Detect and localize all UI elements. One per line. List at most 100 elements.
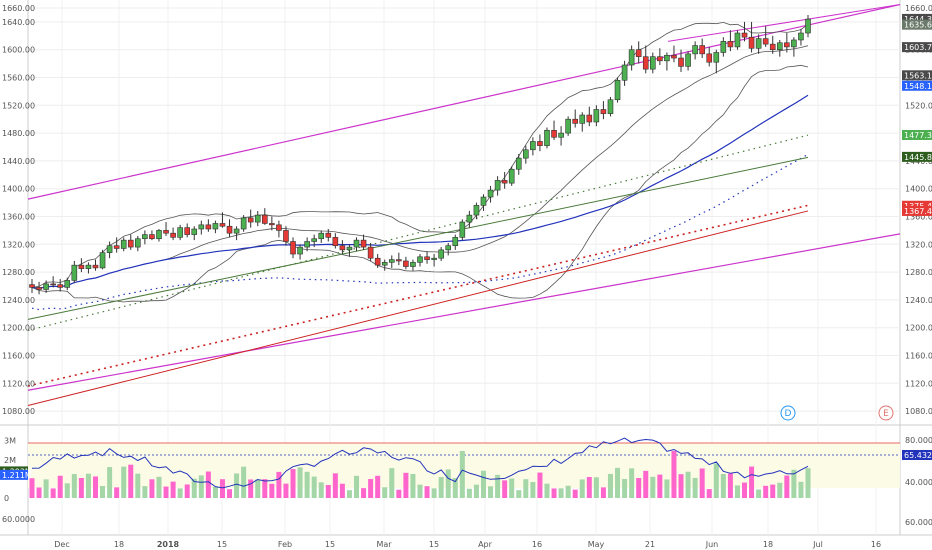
- volume-bar: [756, 489, 762, 498]
- candle-body: [445, 245, 452, 251]
- candle-body: [706, 53, 713, 63]
- candle-body: [776, 42, 783, 50]
- volume-bar: [361, 488, 367, 498]
- volume-bar: [431, 488, 437, 498]
- volume-bar: [720, 474, 726, 498]
- volume-bar: [600, 487, 606, 498]
- time-tick-label: Mar: [376, 540, 392, 549]
- candle-body: [36, 287, 42, 290]
- candle-body: [149, 234, 155, 240]
- volume-bar: [685, 471, 691, 498]
- volume-bar: [805, 468, 811, 498]
- candle-body: [276, 224, 282, 231]
- time-tick-label: 21: [645, 540, 655, 549]
- price-badge: [902, 200, 932, 211]
- volume-bar: [128, 464, 134, 498]
- candle-body: [438, 249, 444, 259]
- price-tick-label-left: 1240.00: [2, 296, 35, 305]
- bollinger-lower: [31, 64, 809, 303]
- price-badge: [902, 205, 932, 216]
- candle-body: [396, 259, 402, 262]
- volume-bar: [495, 474, 501, 498]
- volume-bar: [565, 485, 571, 498]
- candle-body: [649, 56, 656, 70]
- volume-bar: [466, 488, 472, 498]
- candle-body: [184, 227, 190, 235]
- candle-body: [713, 52, 720, 63]
- candle-body: [692, 45, 698, 55]
- volume-bar: [262, 479, 268, 498]
- candle-body: [699, 45, 705, 55]
- candle-body: [523, 149, 529, 159]
- price-tick-label-left: 1080.00: [2, 407, 35, 416]
- volume-bar: [643, 470, 649, 498]
- ma-green-dotted: [27, 134, 809, 332]
- volume-tick-label: 3M: [4, 437, 16, 446]
- volume-bar: [92, 476, 98, 498]
- candle-body: [466, 214, 473, 223]
- volume-bar: [227, 489, 233, 498]
- price-badge: [902, 42, 932, 53]
- candle-body: [424, 256, 430, 260]
- volume-bar: [459, 450, 465, 498]
- rsi-badge-label: 65.4327: [904, 451, 932, 460]
- volume-bar: [304, 471, 310, 498]
- rsi-tick-label: 80.0000: [905, 436, 932, 445]
- candle-body: [127, 239, 134, 248]
- time-tick-label: 18: [114, 540, 124, 549]
- candle-body: [247, 217, 254, 223]
- price-badge-label: 1635.60: [904, 21, 932, 30]
- candle-body: [50, 283, 56, 286]
- volume-bar: [488, 486, 494, 498]
- price-tick-label-left: 1280.00: [2, 268, 35, 277]
- candle-body: [480, 196, 487, 206]
- volume-bar: [502, 480, 508, 498]
- volume-bar: [276, 471, 282, 498]
- volume-bar: [71, 474, 77, 498]
- volume-bar: [706, 489, 712, 498]
- volume-bar: [763, 485, 769, 498]
- volume-bar: [311, 476, 317, 498]
- candle-body: [346, 246, 353, 251]
- candle-body: [784, 42, 790, 48]
- candle-body: [29, 284, 35, 288]
- volume-bar: [212, 486, 218, 498]
- candle-body: [254, 214, 261, 223]
- price-tick-label-left: 1520.00: [2, 101, 35, 110]
- rsi-line: [31, 437, 809, 489]
- candle-body: [205, 224, 212, 230]
- channel-upper-line: [27, 3, 901, 200]
- volume-bar: [579, 479, 585, 498]
- volume-bar: [100, 485, 106, 498]
- volume-bar: [615, 467, 621, 498]
- price-tick-label: 1320.00: [905, 240, 932, 249]
- volume-bar: [537, 472, 543, 498]
- candle-body: [607, 99, 614, 114]
- candle-body: [544, 130, 550, 146]
- candles: [29, 14, 811, 295]
- price-tick-label: 1240.00: [905, 296, 932, 305]
- candle-body: [508, 168, 515, 184]
- price-badge-label: 1477.30: [904, 131, 932, 140]
- volume-bar: [339, 483, 345, 498]
- candle-body: [727, 41, 734, 48]
- candle-body: [339, 245, 346, 251]
- volume-bar: [509, 478, 515, 498]
- candle-body: [92, 264, 99, 269]
- time-axis[interactable]: Dec 18 2018 15 Feb 15 Mar 15 Apr 16 May 21 Jun 18 Jul 1…: [54, 540, 881, 549]
- price-badge: [902, 129, 932, 140]
- candle-body: [671, 54, 677, 59]
- volume-bar: [269, 483, 275, 498]
- volume-bar: [177, 488, 183, 498]
- time-tick-label: 15: [217, 540, 227, 549]
- candle-body: [113, 245, 120, 249]
- time-tick-label: 2018: [157, 540, 180, 549]
- price-tick-label-left: 1320.00: [2, 240, 35, 249]
- candle-body: [748, 36, 755, 49]
- candle-body: [664, 54, 670, 62]
- price-badge-label: 1644.30: [904, 15, 932, 24]
- price-tick-label-left: 1160.00: [2, 352, 35, 361]
- volume-bar: [382, 487, 388, 498]
